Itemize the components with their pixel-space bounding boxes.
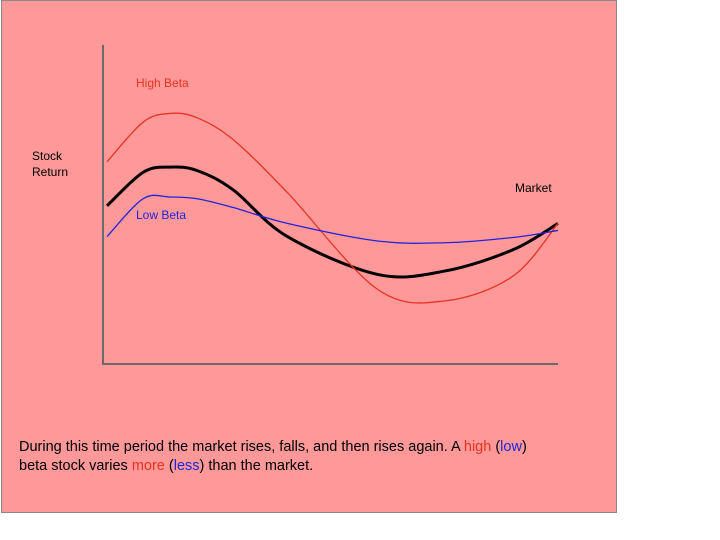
y-axis-label-line1: Stock [32,149,63,163]
caption: During this time period the market rises… [19,438,609,476]
caption-less: less [173,458,200,474]
caption-paren-2: ( [164,458,174,474]
series-label-low-beta: Low Beta [136,208,186,222]
caption-high: high [463,439,492,455]
y-axis-label-line2: Return [32,165,68,179]
series-label-market: Market [515,181,552,195]
series-line-high-beta [106,112,559,304]
chart: Stock Return High Beta Market Low Beta [32,45,559,365]
caption-text-2: beta stock varies [19,458,132,474]
caption-more: more [131,458,165,474]
caption-text: During this time period the market rises… [19,439,464,455]
caption-text-3: ) than the market. [199,458,314,474]
series-line-market [105,165,559,279]
series-label-high-beta: High Beta [136,76,189,90]
caption-paren-close: ) [521,439,527,455]
slide: Stock Return High Beta Market Low Beta D… [1,0,617,513]
series-line-low-beta [106,194,559,244]
series-layer [105,112,559,304]
caption-low: low [500,439,522,455]
caption-paren: ( [491,439,501,455]
